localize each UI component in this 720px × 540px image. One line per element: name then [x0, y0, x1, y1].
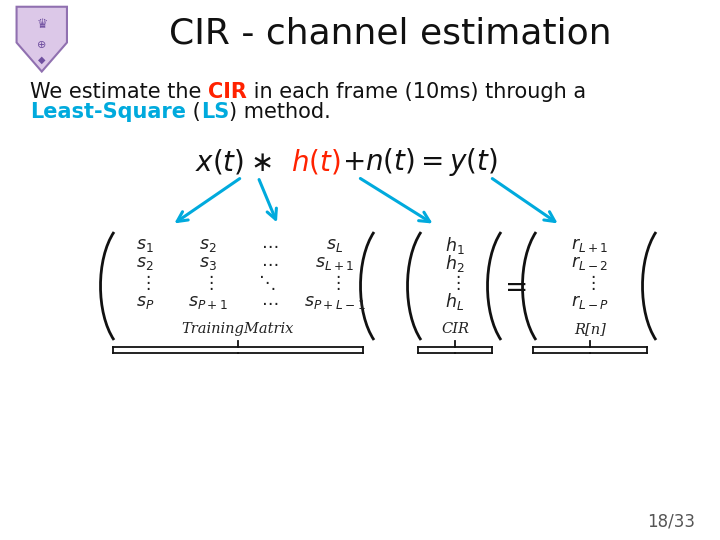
Text: $s_{L+1}$: $s_{L+1}$ [315, 254, 355, 272]
Text: $\cdots$: $\cdots$ [261, 254, 279, 272]
Text: LS: LS [201, 102, 229, 122]
Polygon shape [17, 6, 67, 71]
Text: ◆: ◆ [38, 55, 45, 64]
Text: $\vdots$: $\vdots$ [202, 273, 214, 293]
Text: $s_P$: $s_P$ [136, 293, 154, 311]
Text: $h_2$: $h_2$ [445, 253, 464, 273]
Text: $s_L$: $s_L$ [326, 236, 343, 254]
Text: $\vdots$: $\vdots$ [139, 273, 150, 293]
Text: We estimate the: We estimate the [30, 82, 208, 102]
Text: $\cdots$: $\cdots$ [261, 293, 279, 311]
Text: $s_{P+1}$: $s_{P+1}$ [188, 293, 228, 311]
Text: $h_L$: $h_L$ [446, 292, 464, 313]
Text: $\cdots$: $\cdots$ [261, 236, 279, 254]
Text: $s_3$: $s_3$ [199, 254, 217, 272]
Text: (: ( [186, 102, 201, 122]
Text: $\vdots$: $\vdots$ [449, 273, 461, 293]
Text: $\vdots$: $\vdots$ [329, 273, 341, 293]
Text: ) method.: ) method. [229, 102, 330, 122]
Text: ⊕: ⊕ [37, 39, 47, 50]
Text: $h_1$: $h_1$ [445, 234, 465, 255]
Text: $s_1$: $s_1$ [136, 236, 154, 254]
Text: $\vdots$: $\vdots$ [584, 273, 595, 293]
Text: Least-Square: Least-Square [30, 102, 186, 122]
Text: $r_{L-2}$: $r_{L-2}$ [572, 254, 608, 272]
Text: $s_{P+L-1}$: $s_{P+L-1}$ [304, 293, 366, 311]
Text: $s_2$: $s_2$ [136, 254, 154, 272]
Text: 18/33: 18/33 [647, 513, 695, 531]
Text: ♛: ♛ [36, 18, 48, 31]
Text: $h(t)$: $h(t)$ [291, 147, 341, 177]
Text: $s_2$: $s_2$ [199, 236, 217, 254]
Text: CIR - channel estimation: CIR - channel estimation [168, 17, 611, 51]
Text: R[n]: R[n] [574, 322, 606, 336]
Text: $=$: $=$ [499, 272, 527, 300]
Text: in each frame (10ms) through a: in each frame (10ms) through a [247, 82, 586, 102]
Text: $+ n(t) = y(t)$: $+ n(t) = y(t)$ [342, 146, 498, 178]
Text: $r_{L-P}$: $r_{L-P}$ [571, 293, 609, 311]
Text: $x(t) \ast $: $x(t) \ast $ [195, 147, 271, 177]
Text: TrainingMatrix: TrainingMatrix [182, 322, 294, 336]
Text: $r_{L+1}$: $r_{L+1}$ [571, 236, 608, 254]
Text: $\ddots$: $\ddots$ [258, 273, 276, 293]
Text: CIR: CIR [441, 322, 469, 336]
Text: CIR: CIR [208, 82, 247, 102]
